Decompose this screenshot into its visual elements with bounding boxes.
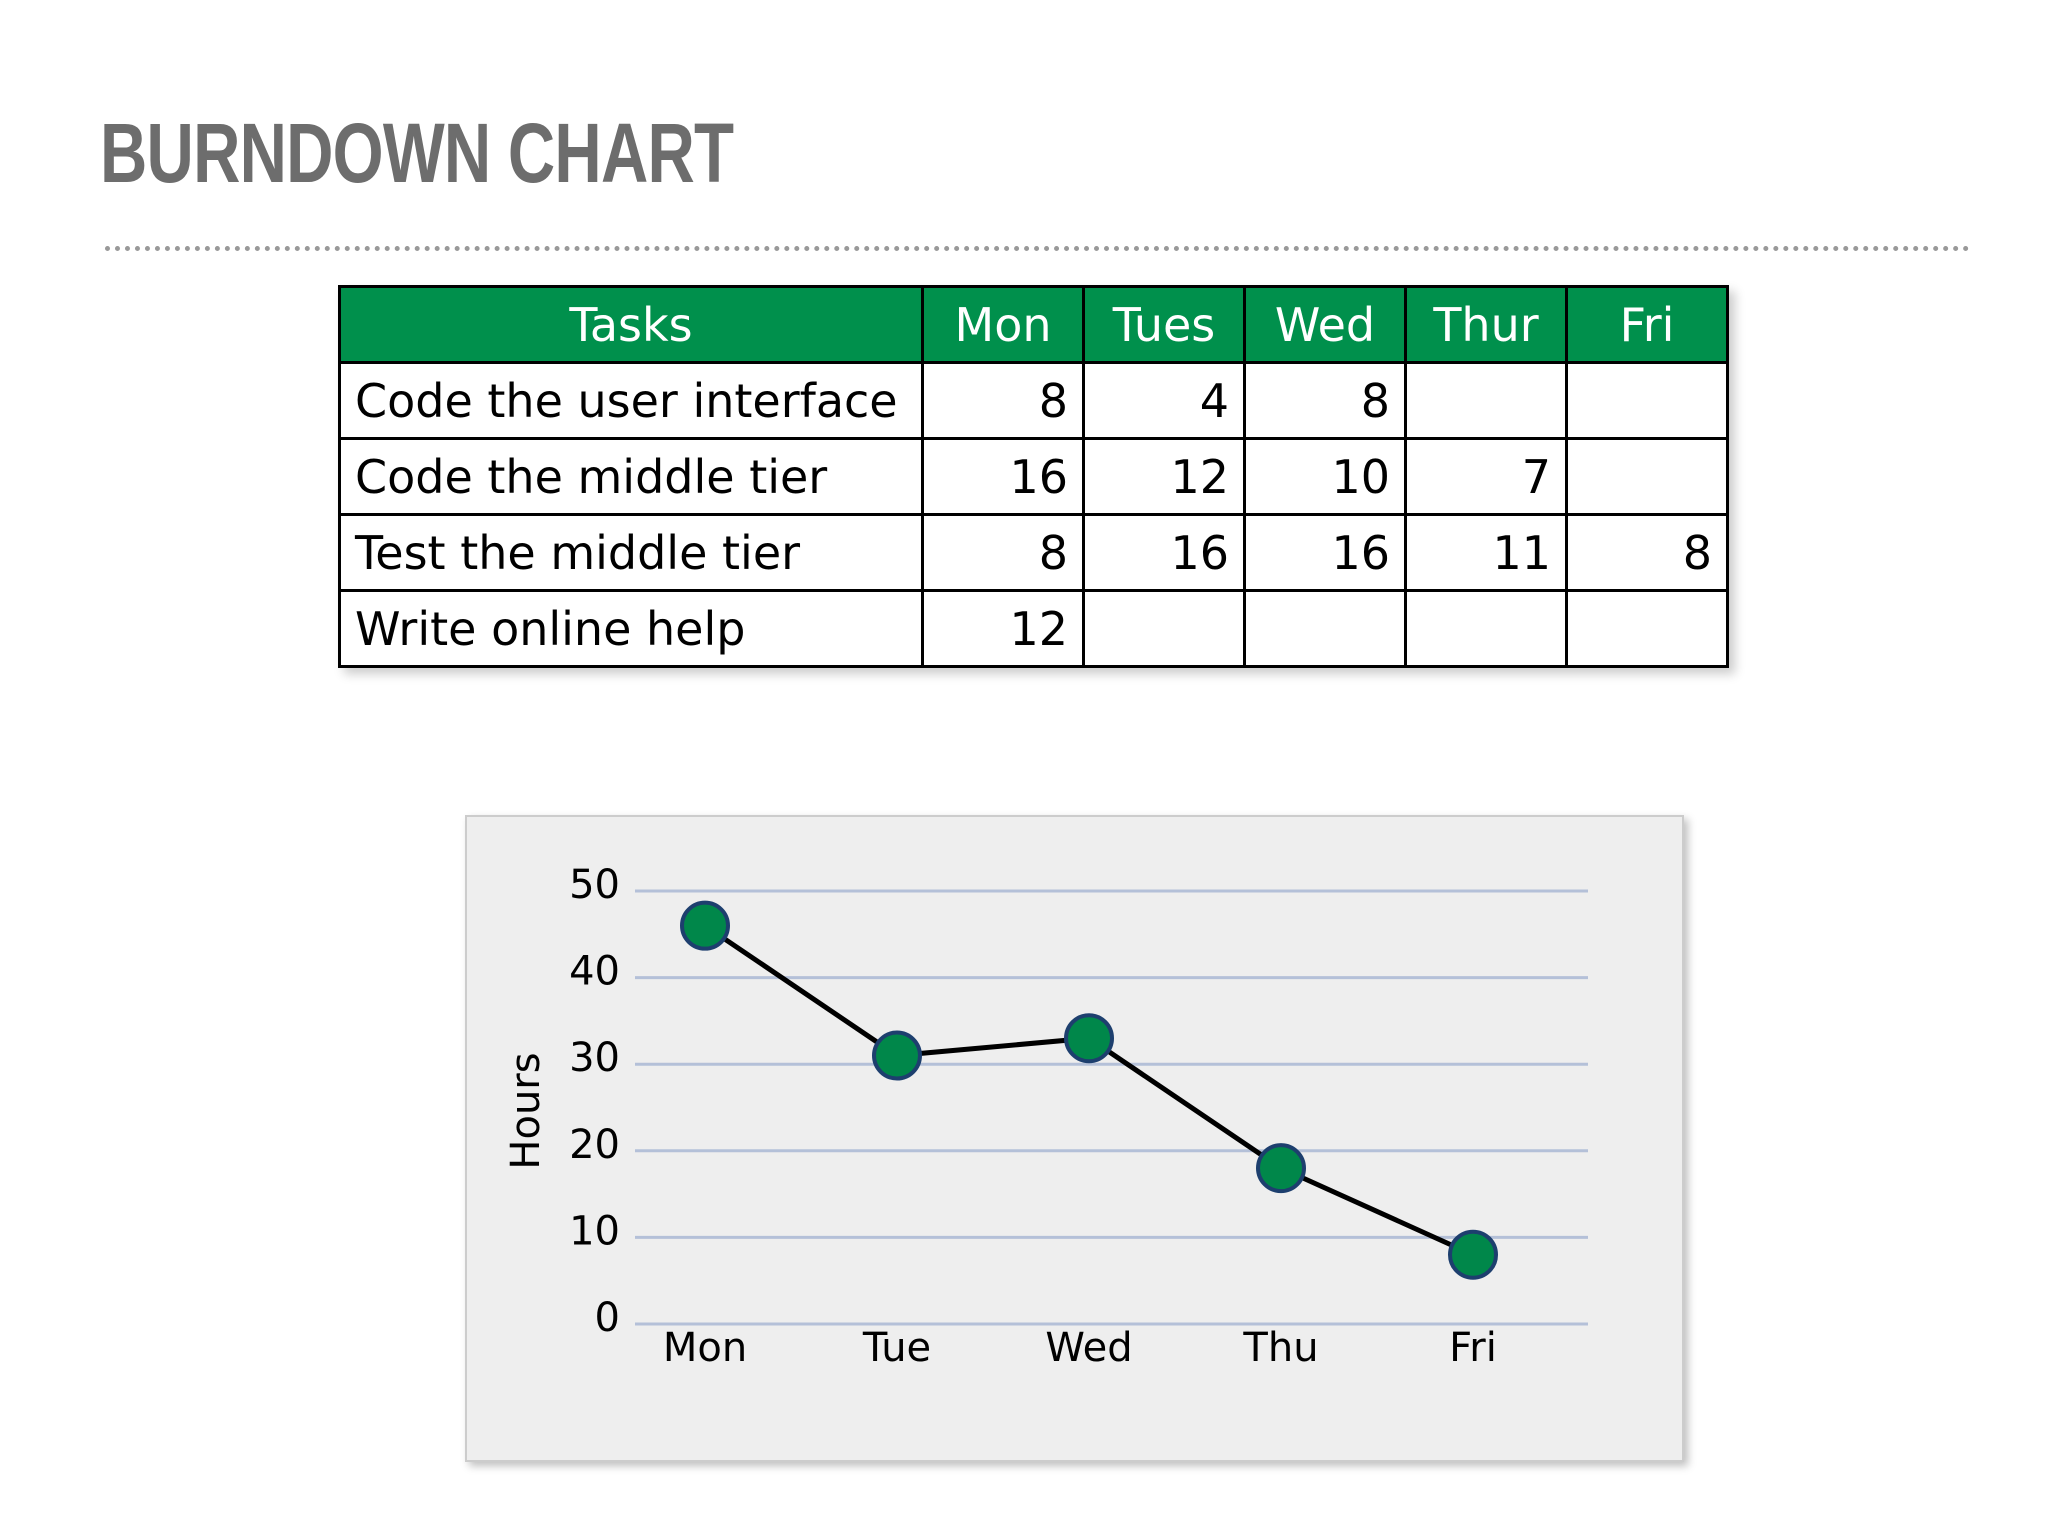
hours-cell: 16 [1082, 513, 1246, 592]
divider [105, 246, 1970, 251]
point [1064, 1013, 1114, 1064]
table-row: Code the user interface 8 4 8 [338, 361, 1729, 440]
hours-cell: 12 [921, 589, 1085, 668]
y-tick-label: 20 [569, 1122, 620, 1168]
y-tick-label: 40 [569, 949, 620, 995]
hours-cell: 16 [921, 437, 1085, 516]
task-cell: Code the middle tier [338, 437, 924, 516]
y-tick-label: 0 [595, 1295, 620, 1341]
column-header: Thur [1404, 285, 1568, 364]
x-tick-label: Fri [1449, 1325, 1497, 1371]
hours-cell [1404, 361, 1568, 440]
point [680, 900, 730, 951]
task-cell: Test the middle tier [338, 513, 924, 592]
point [872, 1030, 922, 1081]
hours-cell [1082, 589, 1246, 668]
hours-cell: 8 [921, 361, 1085, 440]
hours-cell: 7 [1404, 437, 1568, 516]
table-row: Write online help 12 [338, 589, 1729, 668]
column-header: Tues [1082, 285, 1246, 364]
point [1256, 1143, 1306, 1194]
hours-cell: 8 [1243, 361, 1407, 440]
x-tick-label: Mon [663, 1325, 747, 1371]
hours-cell: 8 [1565, 513, 1729, 592]
hours-cell: 11 [1404, 513, 1568, 592]
y-axis-label: Hours [503, 1052, 549, 1169]
table-row: Code the middle tier 16 12 10 7 [338, 437, 1729, 516]
hours-cell: 10 [1243, 437, 1407, 516]
hours-cell: 16 [1243, 513, 1407, 592]
hours-cell: 8 [921, 513, 1085, 592]
x-tick-label: Wed [1045, 1325, 1132, 1371]
point [1448, 1229, 1498, 1280]
column-header: Wed [1243, 285, 1407, 364]
hours-cell [1565, 589, 1729, 668]
chart-panel [465, 815, 1684, 1462]
task-table: Tasks Mon Tues Wed Thur Fri Code the user inte… [338, 285, 1729, 668]
y-tick-label: 10 [569, 1208, 620, 1254]
x-tick-label: Tue [862, 1325, 931, 1371]
hours-cell [1565, 361, 1729, 440]
task-cell: Code the user interface [338, 361, 924, 440]
column-header: Fri [1565, 285, 1729, 364]
hours-cell [1565, 437, 1729, 516]
hours-cell [1243, 589, 1407, 668]
column-header: Tasks [338, 285, 924, 364]
y-tick-label: 50 [569, 862, 620, 908]
hours-cell: 12 [1082, 437, 1246, 516]
hours-cell [1404, 589, 1568, 668]
hours-cell: 4 [1082, 361, 1246, 440]
task-cell: Write online help [338, 589, 924, 668]
table-row: Test the middle tier 8 16 16 11 8 [338, 513, 1729, 592]
line [703, 923, 1475, 1257]
header-row: Tasks Mon Tues Wed Thur Fri [338, 285, 1729, 364]
x-tick-label: Thu [1242, 1325, 1318, 1371]
column-header: Mon [921, 285, 1085, 364]
slide-title: BURNDOWN CHART [100, 106, 734, 200]
y-tick-label: 30 [569, 1035, 620, 1081]
